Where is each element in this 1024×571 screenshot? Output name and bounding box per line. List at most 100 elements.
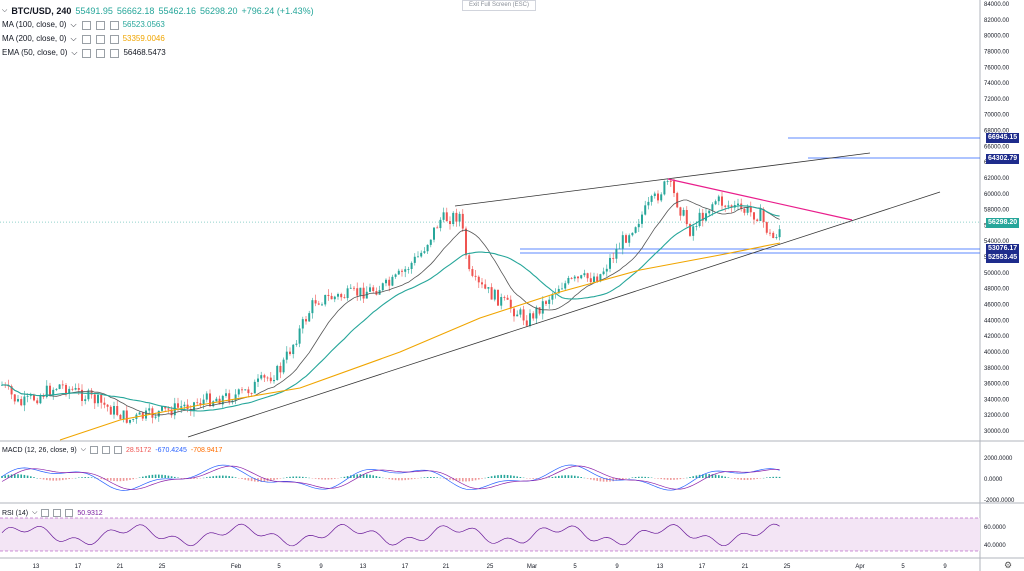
macd-hist-bar: [497, 475, 499, 478]
candle-body: [567, 277, 570, 284]
macd-hist-bar: [622, 478, 624, 480]
eye-icon[interactable]: [82, 48, 92, 58]
indicator-row-ema50[interactable]: EMA (50, close, 0) ⌵ 56468.5473: [2, 46, 314, 60]
macd-hist-bar: [647, 477, 650, 478]
macd-hist-bar: [401, 478, 403, 481]
macd-hist-bar: [487, 476, 490, 478]
close-icon[interactable]: [109, 34, 119, 44]
candle-body: [583, 273, 586, 276]
price-tick-label: 50000.00: [984, 271, 1010, 277]
gear-icon[interactable]: [95, 20, 105, 30]
candle-body: [532, 313, 535, 319]
gear-icon[interactable]: [95, 34, 105, 44]
close-icon[interactable]: [65, 509, 74, 517]
macd-hist-bar: [254, 478, 256, 482]
candle-body: [183, 404, 186, 407]
close-icon[interactable]: [110, 48, 120, 58]
candle-body: [455, 212, 458, 222]
candle-body: [324, 294, 327, 305]
macd-hist-bar: [602, 478, 605, 482]
rsi-tick-label: 40.0000: [984, 543, 1006, 549]
candle-body: [97, 394, 99, 404]
chevron-down-icon[interactable]: ⌵: [2, 7, 8, 14]
macd-hist-bar: [734, 478, 736, 479]
candle-body: [708, 210, 711, 214]
macd-hist-bar: [580, 476, 582, 478]
candle-body: [292, 344, 295, 355]
macd-hist-bar: [775, 476, 778, 478]
macd-tick-label: 2000.0000: [984, 456, 1013, 462]
macd-hist-bar: [276, 478, 278, 480]
macd-hist-bar: [298, 476, 301, 478]
macd-hist-bar: [366, 474, 368, 478]
gear-icon[interactable]: [102, 446, 111, 454]
macd-hist-bar: [241, 478, 243, 479]
candle-body: [730, 205, 733, 208]
close-icon[interactable]: [109, 20, 119, 30]
macd-hist-bar: [209, 476, 211, 478]
eye-icon[interactable]: [41, 509, 50, 517]
macd-hist-bar: [446, 478, 448, 479]
eye-icon[interactable]: [81, 20, 91, 30]
indicator-row-ma100[interactable]: MA (100, close, 0) ⌵ 56523.0563: [2, 18, 314, 32]
candle-body: [321, 304, 323, 306]
chevron-down-icon[interactable]: ⌵: [70, 34, 77, 43]
macd-hist-bar: [129, 478, 131, 480]
candle-body: [209, 393, 211, 407]
chevron-down-icon[interactable]: ⌵: [71, 48, 78, 57]
candle-body: [311, 300, 314, 314]
candle-body: [212, 401, 215, 407]
macd-hist-bar: [714, 474, 717, 478]
chevron-down-icon[interactable]: ⌵: [32, 509, 38, 516]
candle-body: [407, 269, 410, 270]
candle-body: [260, 375, 263, 379]
time-tick-label: 25: [159, 564, 166, 570]
settings-icon[interactable]: ⚙: [1004, 560, 1012, 570]
time-tick-label: Apr: [855, 564, 864, 570]
chevron-down-icon[interactable]: ⌵: [70, 20, 77, 29]
macd-hist-bar: [388, 478, 390, 480]
candle-body: [660, 194, 663, 201]
macd-label[interactable]: MACD (12, 26, close, 9): [2, 446, 77, 454]
price-tick-label: 54000.00: [984, 239, 1010, 245]
candle-body: [333, 296, 336, 300]
price-tick-label: 38000.00: [984, 366, 1010, 372]
macd-hist-bar: [718, 475, 720, 478]
candle-body: [481, 282, 483, 285]
macd-hist-bar: [449, 478, 451, 480]
candle-body: [106, 404, 109, 407]
eye-icon[interactable]: [81, 34, 91, 44]
candle-body: [529, 313, 531, 326]
rsi-label[interactable]: RSI (14): [2, 509, 29, 517]
macd-hist-bar: [746, 478, 749, 480]
eye-icon[interactable]: [90, 446, 99, 454]
candle-body: [10, 386, 13, 395]
exit-fullscreen-button[interactable]: Exit Full Screen (ESC): [462, 0, 536, 11]
candle-body: [77, 387, 80, 390]
macd-hist-bar: [516, 476, 518, 478]
close-icon[interactable]: [114, 446, 123, 454]
macd-hist-bar: [164, 475, 166, 478]
macd-hist-bar: [292, 476, 294, 478]
time-tick-label: 17: [75, 564, 82, 570]
gear-icon[interactable]: [96, 48, 106, 58]
macd-hist-bar: [494, 475, 496, 478]
candle-body: [132, 419, 135, 420]
macd-hist-bar: [49, 478, 51, 481]
macd-hist-bar: [324, 478, 326, 480]
candle-body: [20, 399, 23, 406]
candle-body: [161, 406, 163, 411]
macd-hist-bar: [17, 474, 19, 478]
indicator-row-ma200[interactable]: MA (200, close, 0) ⌵ 53359.0046: [2, 32, 314, 46]
candle-body: [740, 203, 743, 209]
chevron-down-icon[interactable]: ⌵: [80, 446, 87, 453]
candle-body: [420, 252, 423, 257]
symbol-label[interactable]: BTC/USD, 240: [11, 6, 72, 16]
gear-icon[interactable]: [53, 509, 62, 517]
candle-body: [413, 256, 416, 263]
candle-body: [285, 351, 288, 360]
rsi-legend: RSI (14) ⌵ 50.9312: [2, 509, 103, 517]
price-tick-label: 34000.00: [984, 397, 1010, 403]
